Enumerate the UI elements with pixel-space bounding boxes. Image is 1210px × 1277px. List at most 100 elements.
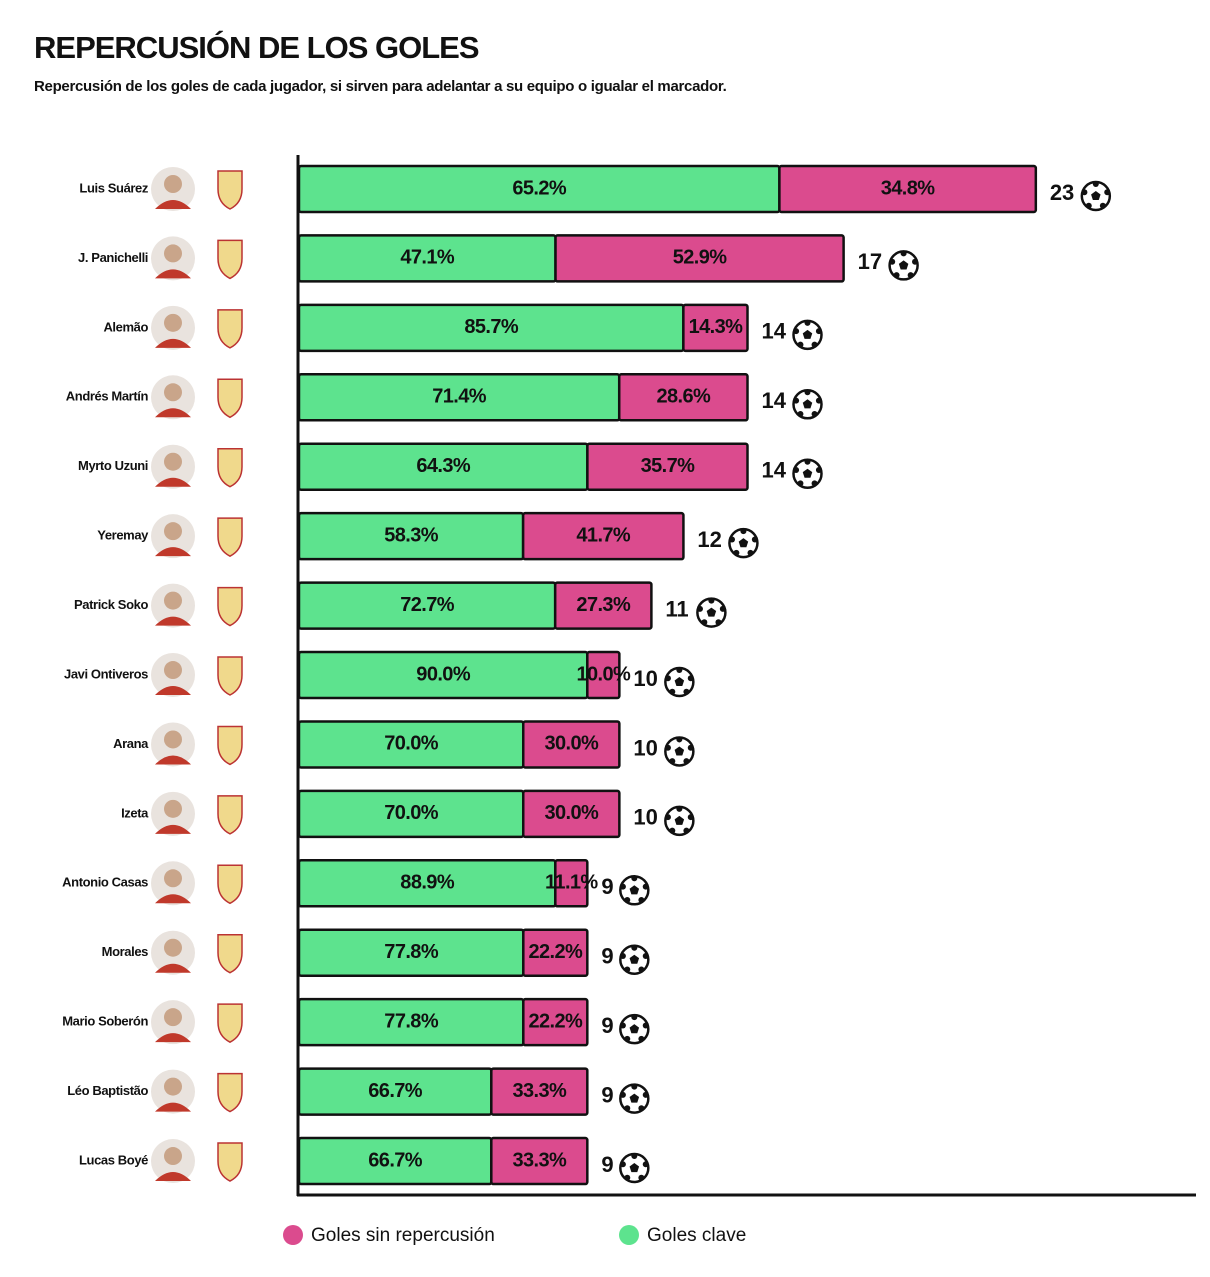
ball-icon (797, 480, 804, 487)
player-photo (164, 383, 182, 402)
total-label: 9 (601, 874, 613, 899)
ball-icon (638, 1174, 645, 1181)
ball-icon (740, 528, 747, 535)
player-photo (164, 522, 182, 541)
bar-segment (521, 511, 685, 561)
total-label: 14 (762, 388, 787, 413)
player-name: Morales (102, 944, 149, 959)
ball-icon (729, 536, 736, 543)
total-label: 23 (1050, 180, 1074, 205)
player-photo (155, 755, 191, 765)
player-name: Luis Suárez (79, 180, 148, 195)
value-label: 85.7% (464, 316, 519, 338)
player-photo (164, 175, 182, 193)
total-label: 12 (697, 527, 721, 552)
ball-icon (811, 480, 818, 487)
player-photo (155, 894, 191, 904)
value-label: 47.1% (400, 247, 455, 269)
ball-icon (1092, 181, 1099, 187)
value-label: 27.3% (576, 594, 631, 616)
ball-icon (624, 897, 631, 904)
ball-icon (619, 1091, 626, 1098)
ball-icon (889, 258, 896, 265)
bar-segment (553, 581, 653, 630)
ball-icon (631, 1083, 638, 1090)
player-name: Alemão (103, 319, 148, 334)
player-name: Mario Soberón (62, 1014, 148, 1029)
ball-icon (664, 744, 671, 751)
ball-icon (631, 1014, 638, 1021)
ball-icon (1085, 202, 1092, 209)
value-label: 28.6% (657, 386, 712, 408)
ball-icon (802, 468, 813, 478)
total-label: 9 (601, 944, 613, 969)
ball-icon (715, 619, 722, 626)
bar-segment (617, 373, 749, 422)
ball-icon (738, 538, 749, 548)
ball-icon (674, 815, 685, 825)
ball-icon (683, 758, 690, 765)
bar-segment (778, 164, 1038, 214)
ball-icon (664, 675, 671, 682)
ball-icon (676, 736, 683, 743)
ball-icon (638, 1035, 645, 1042)
player-name: Patrick Soko (74, 597, 148, 612)
ball-icon (624, 1174, 631, 1181)
ball-icon (1081, 189, 1088, 196)
ball-icon (642, 1091, 649, 1098)
value-label: 22.2% (528, 1010, 583, 1032)
player-name: Izeta (121, 805, 149, 820)
bar-segment (490, 1067, 589, 1116)
bar-segment (522, 789, 621, 839)
ball-icon (629, 954, 640, 964)
ball-icon (893, 272, 900, 279)
player-photo (164, 938, 182, 957)
ball-icon (797, 410, 804, 417)
ball-icon (811, 341, 818, 348)
player-photo (155, 408, 191, 418)
team-crest (217, 447, 243, 488)
player-photo (164, 313, 182, 332)
ball-icon (638, 1105, 645, 1112)
ball-icon (1091, 191, 1101, 201)
player-photo (155, 477, 191, 487)
legend-label: Goles sin repercusión (311, 1225, 495, 1246)
ball-icon (669, 827, 676, 834)
ball-icon (708, 597, 715, 604)
team-crest (217, 378, 243, 419)
value-label: 33.3% (512, 1080, 567, 1102)
player-photo (164, 869, 182, 888)
total-label: 14 (762, 319, 787, 344)
bar-segment (554, 859, 589, 908)
player-photo (155, 1033, 191, 1043)
ball-icon (802, 329, 813, 339)
ball-icon (687, 675, 694, 682)
bar-segment (586, 442, 749, 491)
team-crest (217, 1142, 243, 1182)
player-photo (164, 1008, 182, 1027)
ball-icon (1099, 202, 1106, 209)
total-label: 10 (633, 666, 657, 691)
ball-icon (797, 341, 804, 348)
legend-label: Goles clave (647, 1225, 746, 1246)
ball-icon (624, 966, 631, 973)
value-label: 65.2% (512, 177, 567, 199)
value-label: 33.3% (512, 1149, 567, 1171)
value-label: 30.0% (544, 802, 599, 824)
player-photo (155, 338, 191, 348)
ball-icon (631, 1153, 638, 1160)
team-crest (217, 933, 243, 974)
ball-icon (683, 688, 690, 695)
bar-segment (522, 997, 589, 1047)
ball-icon (719, 605, 726, 612)
player-name: Javi Ontiveros (64, 666, 148, 681)
ball-icon (642, 1161, 649, 1168)
player-photo (155, 200, 191, 209)
ball-icon (793, 397, 800, 404)
bar-segment (682, 303, 749, 353)
team-crest (217, 170, 243, 210)
player-name: Antonio Casas (62, 875, 148, 890)
ball-icon (669, 688, 676, 695)
player-name: Yeremay (97, 528, 149, 543)
value-label: 70.0% (384, 733, 439, 755)
